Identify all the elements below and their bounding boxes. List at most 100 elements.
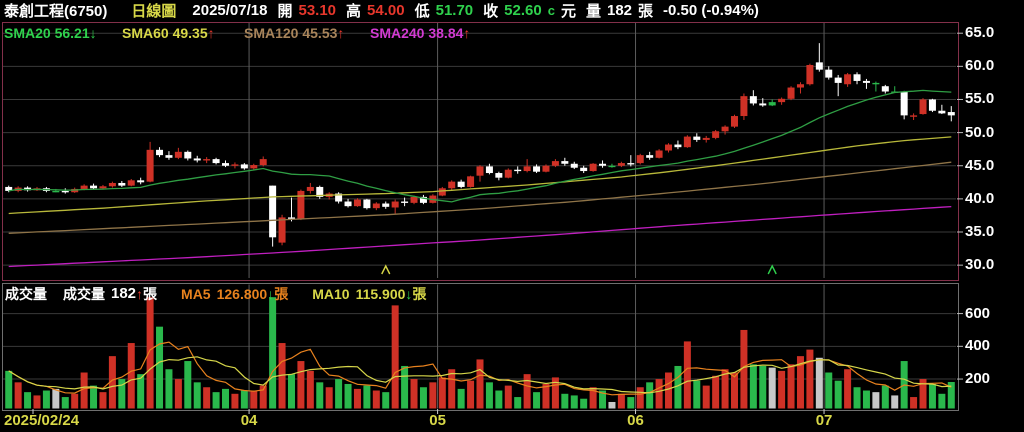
vol-ma10-label: MA10: [312, 285, 350, 302]
candle-body: [872, 82, 880, 85]
candle-body: [476, 166, 484, 176]
candle-body: [730, 116, 738, 127]
candle-body: [372, 203, 380, 209]
candle-body: [222, 163, 230, 166]
volume-bar: [108, 356, 116, 409]
candle-body: [636, 155, 644, 164]
candle-body: [608, 165, 616, 168]
volume-bar: [278, 343, 286, 409]
volume-bar: [5, 370, 13, 409]
volume-bar: [759, 365, 767, 409]
candle-body: [881, 86, 889, 92]
sma-indicator-sma60[interactable]: SMA60 49.35↑: [122, 25, 215, 41]
candle-body: [561, 161, 569, 164]
candle-body: [787, 87, 795, 99]
volume-bar: [193, 382, 201, 409]
high-value: 54.00: [367, 2, 405, 19]
volume-bar: [137, 374, 145, 409]
candle-body: [382, 203, 390, 207]
volume-bar: [891, 395, 899, 409]
candle-body: [297, 190, 305, 220]
candle-body: [467, 176, 475, 187]
candle-body: [156, 149, 164, 156]
candle-body: [146, 149, 154, 182]
candle-body: [853, 74, 861, 81]
volume-bar: [33, 395, 41, 409]
sma-indicator-sma20[interactable]: SMA20 56.21↓: [4, 25, 97, 41]
candle-body: [551, 161, 559, 166]
volume-bar: [42, 390, 50, 409]
volume-bar: [297, 361, 305, 409]
sma-indicator-sma120[interactable]: SMA120 45.53↑: [244, 25, 344, 41]
volume-bar: [778, 370, 786, 409]
candle-body: [269, 185, 277, 238]
candle-body: [278, 217, 286, 243]
volume-bar: [938, 393, 946, 409]
volume-up-arrow-icon: ↑: [136, 285, 144, 302]
c-flag: c: [547, 3, 555, 18]
candle-body: [778, 98, 786, 103]
vol-ma5-unit: 張: [274, 285, 289, 302]
volume-bar: [344, 383, 352, 409]
price-axis-label: 30.0: [965, 256, 995, 274]
volume-bar: [561, 393, 569, 409]
volume-bar: [919, 379, 927, 409]
candle-body: [910, 115, 918, 117]
candle-body: [240, 164, 248, 169]
volume-bar: [401, 365, 409, 409]
volume-bar: [250, 390, 258, 409]
volume-bar: [203, 387, 211, 409]
volume-bar: [363, 385, 371, 409]
candle-body: [589, 163, 597, 172]
candle-body: [702, 137, 710, 140]
volume-bar: [721, 369, 729, 409]
candle-body: [721, 126, 729, 132]
volume-bar: [862, 390, 870, 409]
volume-bar: [608, 401, 616, 409]
volume-bar: [90, 385, 98, 409]
candle-body: [250, 165, 258, 169]
volume-bar: [476, 359, 484, 409]
volume-bar: [825, 372, 833, 409]
volume-bar: [372, 390, 380, 409]
sma-label: SMA20 56.21: [4, 25, 90, 41]
candle-body: [184, 151, 192, 159]
volume-bar: [702, 385, 710, 409]
chart-type-label[interactable]: 日線圖: [131, 3, 177, 20]
volume-bar: [646, 382, 654, 409]
volume-bar: [542, 383, 550, 409]
volume-bar: [834, 380, 842, 409]
candle-body: [401, 201, 409, 203]
candle-body: [448, 181, 456, 189]
candle-body: [353, 199, 361, 207]
volume-bar: [589, 387, 597, 409]
volume-bar: [740, 329, 748, 409]
volume-bar: [165, 369, 173, 409]
price-axis-label: 35.0: [965, 223, 995, 240]
candle-body: [674, 144, 682, 148]
sma-indicator-sma240[interactable]: SMA240 38.84↑: [370, 25, 470, 41]
candle-body: [457, 181, 465, 187]
candle-body: [514, 169, 522, 172]
candle-body: [344, 201, 352, 207]
volume-bar: [796, 356, 804, 409]
candle-body: [693, 136, 701, 140]
candle-body: [796, 84, 804, 88]
vol-ma10-down-arrow-icon: ↓: [405, 285, 413, 302]
volume-unit: 張: [638, 3, 654, 20]
volume-bar: [683, 341, 691, 409]
vol-ma10-unit: 張: [412, 285, 427, 302]
volume-bar: [853, 387, 861, 409]
x-axis-month-label: 06: [627, 412, 644, 429]
volume-axis-label: 400: [965, 337, 991, 355]
volume-series-label: 成交量: [63, 285, 105, 302]
volume-bar: [881, 385, 889, 409]
volume-pane-label[interactable]: 成交量: [5, 285, 47, 302]
candle-body: [759, 103, 767, 106]
price-axis-label: 60.0: [965, 57, 995, 75]
vol-ma5-down-arrow-icon: ↓: [267, 285, 275, 302]
header-bar: 泰創工程(6750) 日線圖 2025/07/18 開 53.10 高 54.0…: [4, 1, 759, 20]
price-axis-label: 65.0: [965, 24, 995, 42]
price-axis-label: 50.0: [965, 123, 995, 141]
